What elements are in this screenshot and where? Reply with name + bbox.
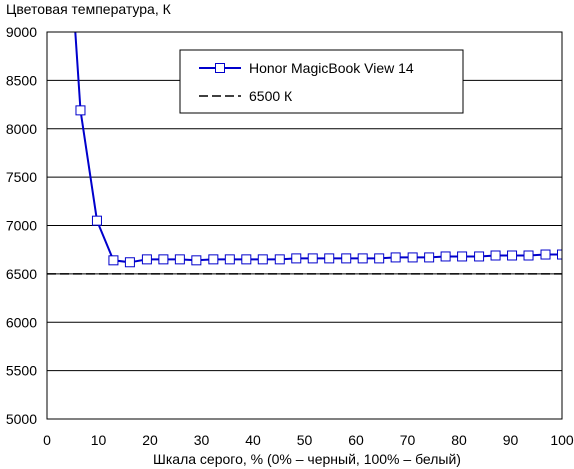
- data-point: [257, 254, 268, 265]
- x-tick-label: 90: [503, 432, 519, 448]
- legend-label: 6500 К: [249, 88, 293, 104]
- y-tick-label: 9000: [6, 24, 37, 40]
- x-tick-label: 10: [91, 432, 107, 448]
- plot-border: [46, 31, 563, 420]
- data-point: [557, 249, 562, 260]
- y-tick-label: 6000: [6, 314, 37, 330]
- legend-label: Honor MagicBook View 14: [249, 60, 414, 76]
- data-point: [291, 253, 302, 264]
- data-point: [523, 250, 534, 261]
- x-tick-label: 40: [245, 432, 261, 448]
- data-point: [124, 257, 135, 268]
- data-point: [191, 255, 202, 266]
- chart-title: Цветовая температура, К: [6, 1, 172, 17]
- y-tick-label: 7500: [6, 169, 37, 185]
- data-point: [141, 254, 152, 265]
- data-point: [440, 251, 451, 262]
- y-axis: 5000 5500 6000 6500 7000 7500 8000 8500 9000: [6, 24, 37, 427]
- data-point: [507, 250, 518, 261]
- data-point: [424, 252, 435, 263]
- x-tick-label: 30: [194, 432, 210, 448]
- x-tick-label: 60: [348, 432, 364, 448]
- data-point: [158, 254, 169, 265]
- x-tick-label: 100: [550, 432, 574, 448]
- series-layer: [47, 32, 562, 275]
- y-tick-label: 8000: [6, 121, 37, 137]
- y-tick-label: 6500: [6, 266, 37, 282]
- data-point: [474, 251, 485, 262]
- data-point: [91, 215, 102, 226]
- data-point: [407, 252, 418, 263]
- data-point: [108, 255, 119, 266]
- data-point: [224, 254, 235, 265]
- data-point: [174, 254, 185, 265]
- data-point: [374, 253, 385, 264]
- y-tick-label: 5000: [6, 411, 37, 427]
- data-point: [490, 250, 501, 261]
- data-point: [208, 254, 219, 265]
- legend-box: [179, 49, 464, 114]
- data-point: [341, 253, 352, 264]
- data-point: [357, 253, 368, 264]
- x-tick-label: 70: [400, 432, 416, 448]
- y-tick-label: 7000: [6, 218, 37, 234]
- data-point: [390, 252, 401, 263]
- data-point: [457, 251, 468, 262]
- x-tick-label: 0: [43, 432, 51, 448]
- data-point: [274, 254, 285, 265]
- y-tick-label: 8500: [6, 72, 37, 88]
- data-point: [324, 253, 335, 264]
- legend: Honor MagicBook View 14 6500 К: [179, 49, 464, 114]
- x-tick-label: 20: [142, 432, 158, 448]
- x-tick-label: 50: [297, 432, 313, 448]
- x-axis-label: Шкала серого, % (0% – черный, 100% – бел…: [153, 451, 461, 467]
- data-point: [75, 105, 86, 116]
- y-tick-label: 5500: [6, 363, 37, 379]
- x-axis: 0 10 20 30 40 50 60 70 80 90 100: [43, 432, 574, 448]
- data-point: [241, 254, 252, 265]
- data-point: [540, 249, 551, 260]
- legend-swatch-marker: [215, 63, 225, 73]
- x-tick-label: 80: [451, 432, 467, 448]
- data-point: [307, 253, 318, 264]
